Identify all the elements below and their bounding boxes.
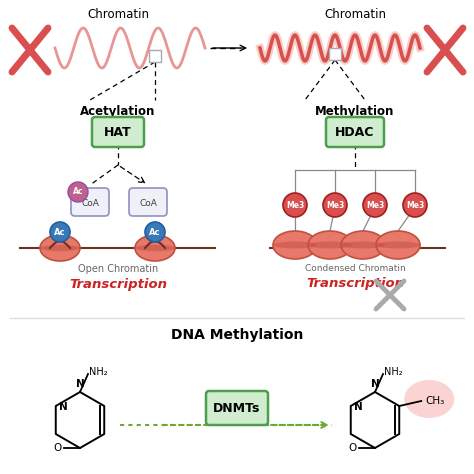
FancyBboxPatch shape xyxy=(92,117,144,147)
Bar xyxy=(149,50,161,62)
Ellipse shape xyxy=(135,245,175,251)
Ellipse shape xyxy=(404,380,454,418)
Text: HDAC: HDAC xyxy=(335,126,374,138)
Text: O: O xyxy=(349,443,357,453)
Ellipse shape xyxy=(341,231,385,259)
Text: N: N xyxy=(76,379,84,389)
Text: Me3: Me3 xyxy=(326,201,344,210)
Text: Me3: Me3 xyxy=(406,201,424,210)
FancyBboxPatch shape xyxy=(326,117,384,147)
Text: Ac: Ac xyxy=(54,228,66,237)
Text: N: N xyxy=(59,402,67,412)
Text: Chromatin: Chromatin xyxy=(324,8,386,21)
Text: Chromatin: Chromatin xyxy=(87,8,149,21)
Circle shape xyxy=(363,193,387,217)
Circle shape xyxy=(68,182,88,202)
Ellipse shape xyxy=(273,241,317,248)
Text: N: N xyxy=(354,402,363,412)
Text: DNMTs: DNMTs xyxy=(213,401,261,414)
Text: NH₂: NH₂ xyxy=(89,367,108,377)
Ellipse shape xyxy=(135,235,175,261)
Ellipse shape xyxy=(341,241,385,248)
FancyBboxPatch shape xyxy=(129,188,167,216)
Text: Condensed Chromatin: Condensed Chromatin xyxy=(305,264,405,273)
Text: O: O xyxy=(54,443,62,453)
Text: Me3: Me3 xyxy=(366,201,384,210)
Text: CH₃: CH₃ xyxy=(425,396,445,406)
FancyBboxPatch shape xyxy=(206,391,268,425)
Circle shape xyxy=(283,193,307,217)
Ellipse shape xyxy=(376,231,420,259)
Text: HAT: HAT xyxy=(104,126,132,138)
Text: Me3: Me3 xyxy=(286,201,304,210)
Ellipse shape xyxy=(40,235,80,261)
Text: Ac: Ac xyxy=(73,188,83,197)
Text: N: N xyxy=(371,379,379,389)
Bar xyxy=(329,48,341,60)
Text: Ac: Ac xyxy=(149,228,161,237)
Circle shape xyxy=(145,222,165,242)
Ellipse shape xyxy=(273,231,317,259)
Text: Acetylation: Acetylation xyxy=(80,105,155,118)
Text: Methylation: Methylation xyxy=(315,105,395,118)
Ellipse shape xyxy=(40,245,80,251)
Circle shape xyxy=(403,193,427,217)
Circle shape xyxy=(50,222,70,242)
Ellipse shape xyxy=(376,241,420,248)
Text: Open Chromatin: Open Chromatin xyxy=(78,264,158,274)
Text: Transcription: Transcription xyxy=(69,278,167,291)
FancyBboxPatch shape xyxy=(71,188,109,216)
Circle shape xyxy=(323,193,347,217)
Text: NH₂: NH₂ xyxy=(384,367,402,377)
Text: DNA Methylation: DNA Methylation xyxy=(171,328,303,342)
Ellipse shape xyxy=(308,231,352,259)
Text: CoA: CoA xyxy=(139,199,157,208)
Text: CoA: CoA xyxy=(81,199,99,208)
Ellipse shape xyxy=(308,241,352,248)
Text: Transcription: Transcription xyxy=(306,277,404,290)
